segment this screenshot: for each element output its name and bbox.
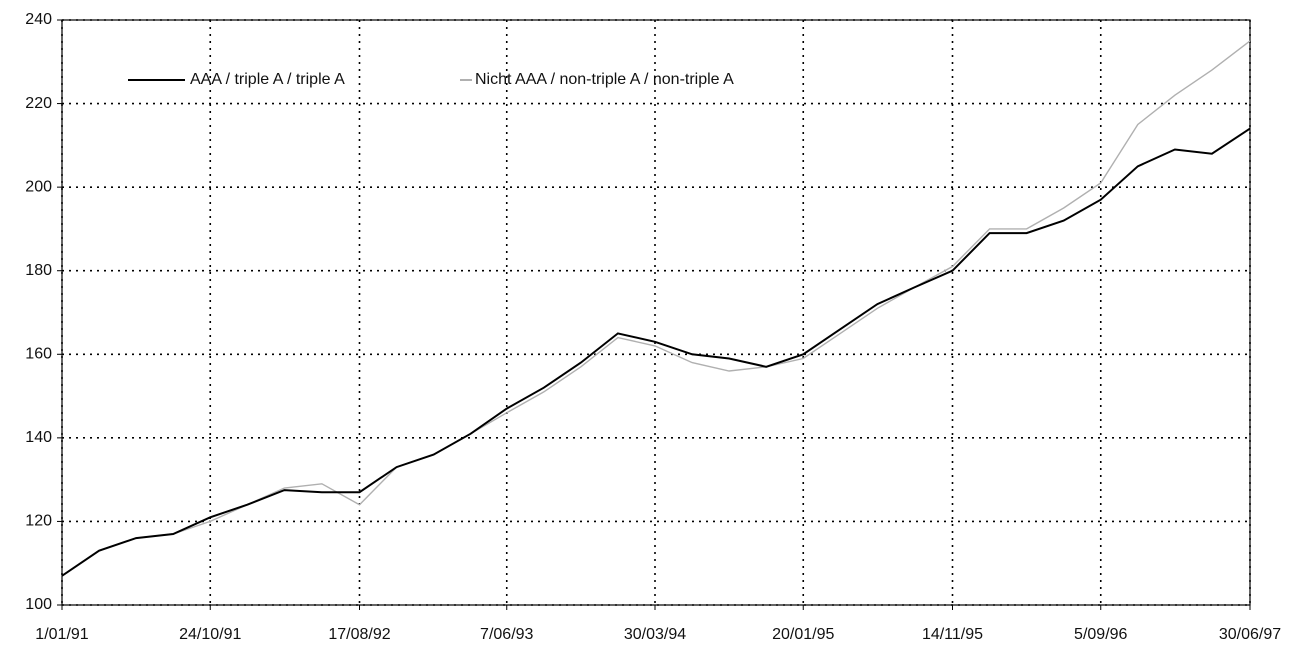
series-line bbox=[61, 127, 1251, 577]
x-tick-label: 14/11/95 bbox=[922, 626, 983, 643]
series-line bbox=[61, 40, 1251, 577]
y-tick-label: 240 bbox=[25, 11, 52, 28]
y-tick-label: 140 bbox=[25, 429, 52, 446]
legend-label: Nicht AAA / non-triple A / non-triple A bbox=[475, 71, 734, 88]
x-tick-label: 17/08/92 bbox=[328, 626, 390, 643]
y-tick-label: 180 bbox=[25, 262, 52, 279]
x-tick-label: 30/06/97 bbox=[1219, 626, 1281, 643]
y-tick-label: 200 bbox=[25, 178, 52, 195]
y-tick-label: 100 bbox=[25, 596, 52, 613]
y-tick-label: 120 bbox=[25, 513, 52, 530]
x-tick-label: 20/01/95 bbox=[772, 626, 834, 643]
legend-label: AAA / triple A / triple A bbox=[190, 71, 345, 88]
x-tick-label: 30/03/94 bbox=[624, 626, 686, 643]
x-tick-label: 7/06/93 bbox=[480, 626, 533, 643]
x-tick-label: 1/01/91 bbox=[35, 626, 88, 643]
x-tick-label: 5/09/96 bbox=[1074, 626, 1127, 643]
y-tick-label: 160 bbox=[25, 346, 52, 363]
plot-frame bbox=[61, 19, 1251, 606]
y-tick-label: 220 bbox=[25, 95, 52, 112]
x-tick-label: 24/10/91 bbox=[179, 626, 241, 643]
